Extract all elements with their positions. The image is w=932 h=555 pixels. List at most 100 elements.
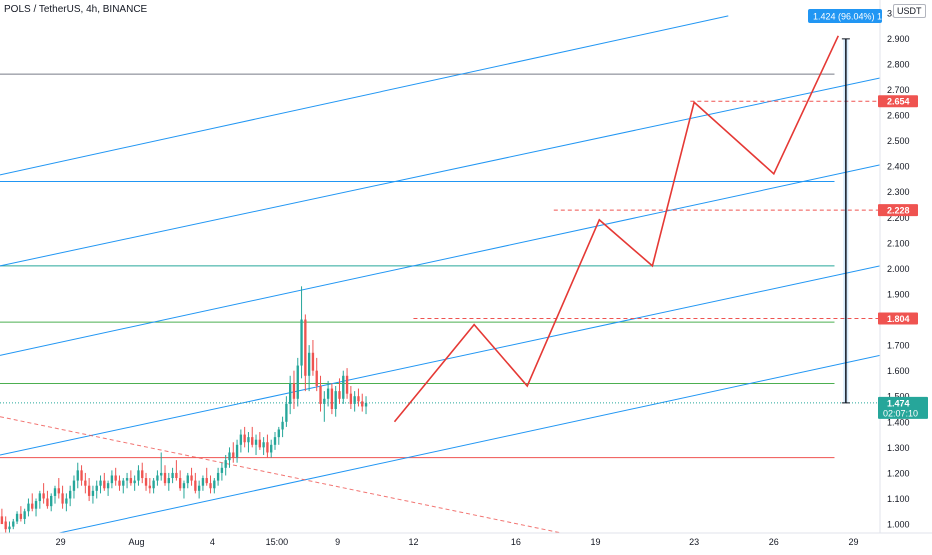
candle: [34, 498, 38, 517]
candle-body: [152, 480, 155, 489]
candle-body: [319, 386, 322, 404]
candle-body: [323, 398, 326, 404]
price-label-box: [878, 312, 918, 325]
candle-body: [68, 490, 72, 499]
candle-body: [258, 439, 262, 448]
candle-body: [353, 396, 356, 404]
candle-body: [281, 421, 284, 430]
candle: [31, 493, 34, 512]
candle: [319, 375, 322, 412]
candle-body: [133, 480, 136, 484]
candle: [330, 383, 334, 415]
candle-body: [129, 478, 133, 484]
candle: [247, 432, 250, 453]
candle: [334, 386, 337, 417]
price-label-box: [878, 95, 918, 108]
candle: [160, 452, 163, 481]
candle: [304, 314, 307, 392]
symbol-title: POLS / TetherUS, 4h, BINANCE: [4, 4, 148, 15]
candle-body: [326, 388, 330, 399]
candle: [209, 475, 212, 494]
candle-body: [342, 375, 345, 399]
candle: [220, 462, 224, 481]
candle-body: [19, 513, 23, 519]
candle-body: [175, 472, 178, 479]
candle: [254, 434, 258, 456]
x-tick-label: 16: [511, 537, 521, 547]
x-tick-label: 4: [210, 537, 215, 547]
currency-unit-label[interactable]: USDT: [893, 4, 926, 18]
candle-body: [247, 437, 250, 443]
candle: [141, 462, 144, 484]
y-tick-label: 2.600: [887, 111, 910, 121]
candle-body: [288, 383, 292, 404]
candle: [201, 475, 205, 491]
candle: [122, 478, 125, 494]
candle-body: [57, 488, 60, 494]
candle: [12, 518, 15, 530]
candle-body: [243, 434, 246, 443]
measure-label: 1.424 (96.04%) 14: [813, 12, 887, 22]
candle-body: [122, 480, 125, 486]
candle-body: [84, 480, 87, 486]
y-tick-label: 1.700: [887, 341, 910, 351]
candle: [87, 478, 91, 502]
candle-body: [4, 521, 7, 530]
candle-body: [160, 472, 163, 476]
candle: [342, 370, 345, 404]
candle: [148, 478, 152, 494]
candle-body: [50, 495, 53, 507]
candle: [353, 391, 356, 412]
candle-body: [53, 488, 57, 496]
current-price-value: 1.474: [887, 398, 910, 408]
candle-body: [232, 452, 235, 458]
candle-body: [110, 475, 114, 484]
candle: [114, 467, 117, 486]
plot-area: [0, 15, 880, 533]
candle-body: [273, 437, 277, 445]
candle-body: [334, 391, 337, 410]
candle: [76, 462, 79, 489]
candle: [23, 508, 26, 525]
candle-body: [186, 475, 189, 484]
candle: [315, 357, 318, 392]
candle-body: [76, 470, 79, 481]
price-label-value: 1.804: [887, 314, 910, 324]
x-tick-label: Aug: [129, 537, 145, 547]
x-tick-label: 26: [769, 537, 779, 547]
candle: [0, 508, 4, 525]
candle-body: [0, 516, 4, 525]
candle: [357, 388, 360, 407]
candle-body: [163, 472, 167, 484]
candle: [152, 478, 155, 494]
candle-body: [95, 485, 98, 491]
candle-body: [277, 429, 280, 438]
candle: [251, 426, 254, 448]
candle-body: [194, 480, 197, 491]
candle-body: [300, 319, 303, 366]
candle-body: [171, 472, 174, 479]
candle: [103, 472, 106, 491]
candle-body: [12, 521, 15, 527]
candle-body: [251, 437, 254, 445]
candle-body: [220, 467, 224, 473]
candle-body: [38, 493, 42, 502]
candle-body: [197, 485, 201, 491]
candle: [42, 483, 45, 504]
candle: [68, 485, 72, 507]
candle-body: [34, 501, 38, 509]
candle: [288, 375, 292, 415]
candle-body: [209, 483, 212, 489]
y-tick-label: 1.900: [887, 289, 910, 299]
candle: [361, 393, 364, 412]
candle: [27, 498, 30, 517]
candle-body: [114, 475, 117, 481]
candle-body: [141, 470, 144, 479]
candle: [129, 470, 133, 486]
y-tick-label: 2.700: [887, 85, 910, 95]
measure-label-box: [808, 9, 882, 23]
candle-body: [72, 480, 76, 491]
candle: [65, 493, 68, 512]
